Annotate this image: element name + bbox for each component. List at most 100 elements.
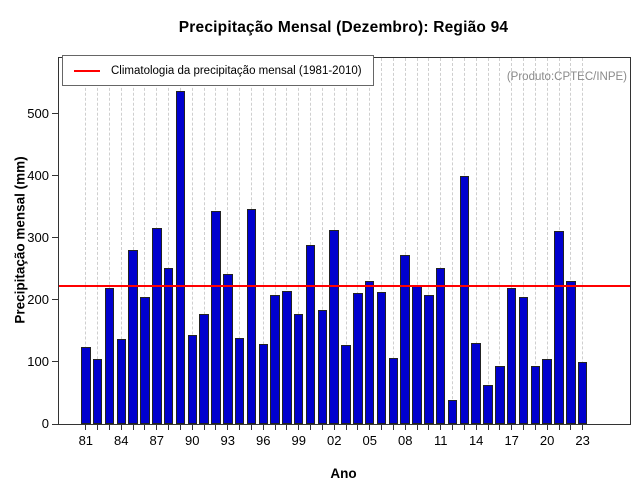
x-tick bbox=[523, 424, 524, 430]
gridline bbox=[546, 58, 548, 424]
bar-1990 bbox=[187, 335, 198, 424]
x-tick bbox=[452, 424, 454, 430]
bar-1985 bbox=[128, 250, 138, 424]
gridline bbox=[168, 58, 170, 424]
gridline bbox=[534, 58, 536, 424]
gridline bbox=[345, 58, 347, 424]
gridline bbox=[523, 58, 524, 424]
x-axis-title: Ano bbox=[330, 466, 357, 481]
gridline bbox=[120, 58, 122, 424]
bar-1984 bbox=[116, 339, 127, 424]
gridline bbox=[262, 58, 264, 424]
bar-1986 bbox=[140, 297, 150, 424]
bar-2004 bbox=[353, 293, 363, 424]
x-tick-label: 99 bbox=[291, 433, 306, 448]
x-tick bbox=[440, 424, 442, 430]
bar-2006 bbox=[376, 292, 387, 424]
gridline bbox=[191, 58, 193, 424]
x-tick bbox=[463, 424, 465, 430]
x-tick-label: 93 bbox=[220, 433, 235, 448]
gridline bbox=[132, 58, 134, 424]
bar-2003 bbox=[341, 345, 351, 424]
x-tick bbox=[369, 424, 371, 430]
bar-2015 bbox=[483, 385, 493, 424]
legend: Climatologia da precipitação mensal (198… bbox=[62, 55, 374, 86]
y-tick bbox=[52, 361, 59, 363]
x-tick bbox=[416, 424, 418, 430]
gridline bbox=[357, 58, 359, 424]
x-tick-label: 81 bbox=[78, 433, 94, 448]
bar-2019 bbox=[530, 366, 541, 424]
x-tick bbox=[108, 424, 110, 430]
bar-1992 bbox=[211, 211, 221, 424]
y-tick-label: 200 bbox=[27, 291, 49, 307]
legend-label: Climatologia da precipitação mensal (198… bbox=[111, 64, 362, 77]
x-tick bbox=[203, 424, 205, 430]
y-tick bbox=[52, 423, 59, 425]
bar-1997 bbox=[270, 295, 280, 424]
gridline bbox=[487, 58, 489, 424]
x-tick-label: 17 bbox=[504, 433, 519, 448]
bar-1982 bbox=[92, 359, 103, 424]
x-tick bbox=[274, 424, 276, 430]
gridline bbox=[239, 58, 241, 424]
bar-1999 bbox=[293, 314, 304, 424]
bar-2022 bbox=[566, 281, 576, 424]
x-tick-label: 23 bbox=[575, 433, 590, 448]
x-tick-label: 05 bbox=[362, 433, 377, 448]
gridline bbox=[85, 58, 87, 424]
bar-2016 bbox=[495, 366, 505, 424]
x-tick-label: 87 bbox=[149, 433, 164, 448]
bar-2008 bbox=[400, 255, 410, 424]
x-tick bbox=[132, 424, 134, 430]
x-tick-label: 14 bbox=[468, 433, 484, 448]
x-tick bbox=[191, 424, 193, 430]
x-tick bbox=[215, 424, 217, 430]
x-tick bbox=[85, 424, 87, 430]
x-tick bbox=[286, 424, 288, 430]
bar-2007 bbox=[388, 358, 399, 424]
gridline bbox=[428, 58, 430, 424]
gridline bbox=[286, 58, 288, 424]
gridline bbox=[440, 58, 442, 424]
x-tick bbox=[357, 424, 359, 430]
y-tick bbox=[52, 113, 59, 115]
x-tick bbox=[392, 424, 394, 430]
plot-area: Climatologia da precipitação mensal (198… bbox=[27, 55, 631, 448]
gridline bbox=[321, 58, 323, 424]
source-annotation: (Produto:CPTEC/INPE) bbox=[506, 71, 627, 83]
bar-2001 bbox=[317, 310, 328, 424]
x-tick-label: 84 bbox=[114, 433, 129, 448]
gridline bbox=[144, 58, 146, 424]
bar-2005 bbox=[364, 281, 375, 424]
gridline bbox=[475, 58, 477, 424]
y-tick-label: 400 bbox=[27, 167, 49, 183]
bar-2011 bbox=[435, 268, 446, 424]
bar-1996 bbox=[258, 344, 268, 424]
x-tick-label: 11 bbox=[433, 433, 448, 448]
bar-1989 bbox=[175, 91, 186, 424]
x-tick bbox=[499, 424, 501, 430]
bar-1987 bbox=[152, 228, 162, 424]
x-tick bbox=[534, 424, 536, 430]
bar-1981 bbox=[81, 347, 91, 424]
x-tick bbox=[475, 424, 477, 430]
x-tick bbox=[310, 424, 312, 430]
gridline bbox=[392, 58, 394, 424]
bar-1994 bbox=[234, 338, 245, 424]
climatology-line-sample-icon bbox=[74, 69, 100, 72]
y-tick bbox=[52, 237, 59, 239]
bar-2020 bbox=[542, 359, 552, 424]
bar-1998 bbox=[282, 291, 292, 424]
bar-1983 bbox=[104, 288, 115, 424]
bar-2017 bbox=[506, 288, 517, 424]
x-tick-label: 90 bbox=[185, 433, 200, 448]
x-tick bbox=[558, 424, 560, 430]
gridline bbox=[416, 58, 418, 424]
x-tick bbox=[298, 424, 300, 430]
y-tick-label: 300 bbox=[27, 229, 49, 245]
bar-2010 bbox=[424, 295, 434, 424]
gridline bbox=[404, 58, 406, 424]
x-tick bbox=[428, 424, 430, 430]
